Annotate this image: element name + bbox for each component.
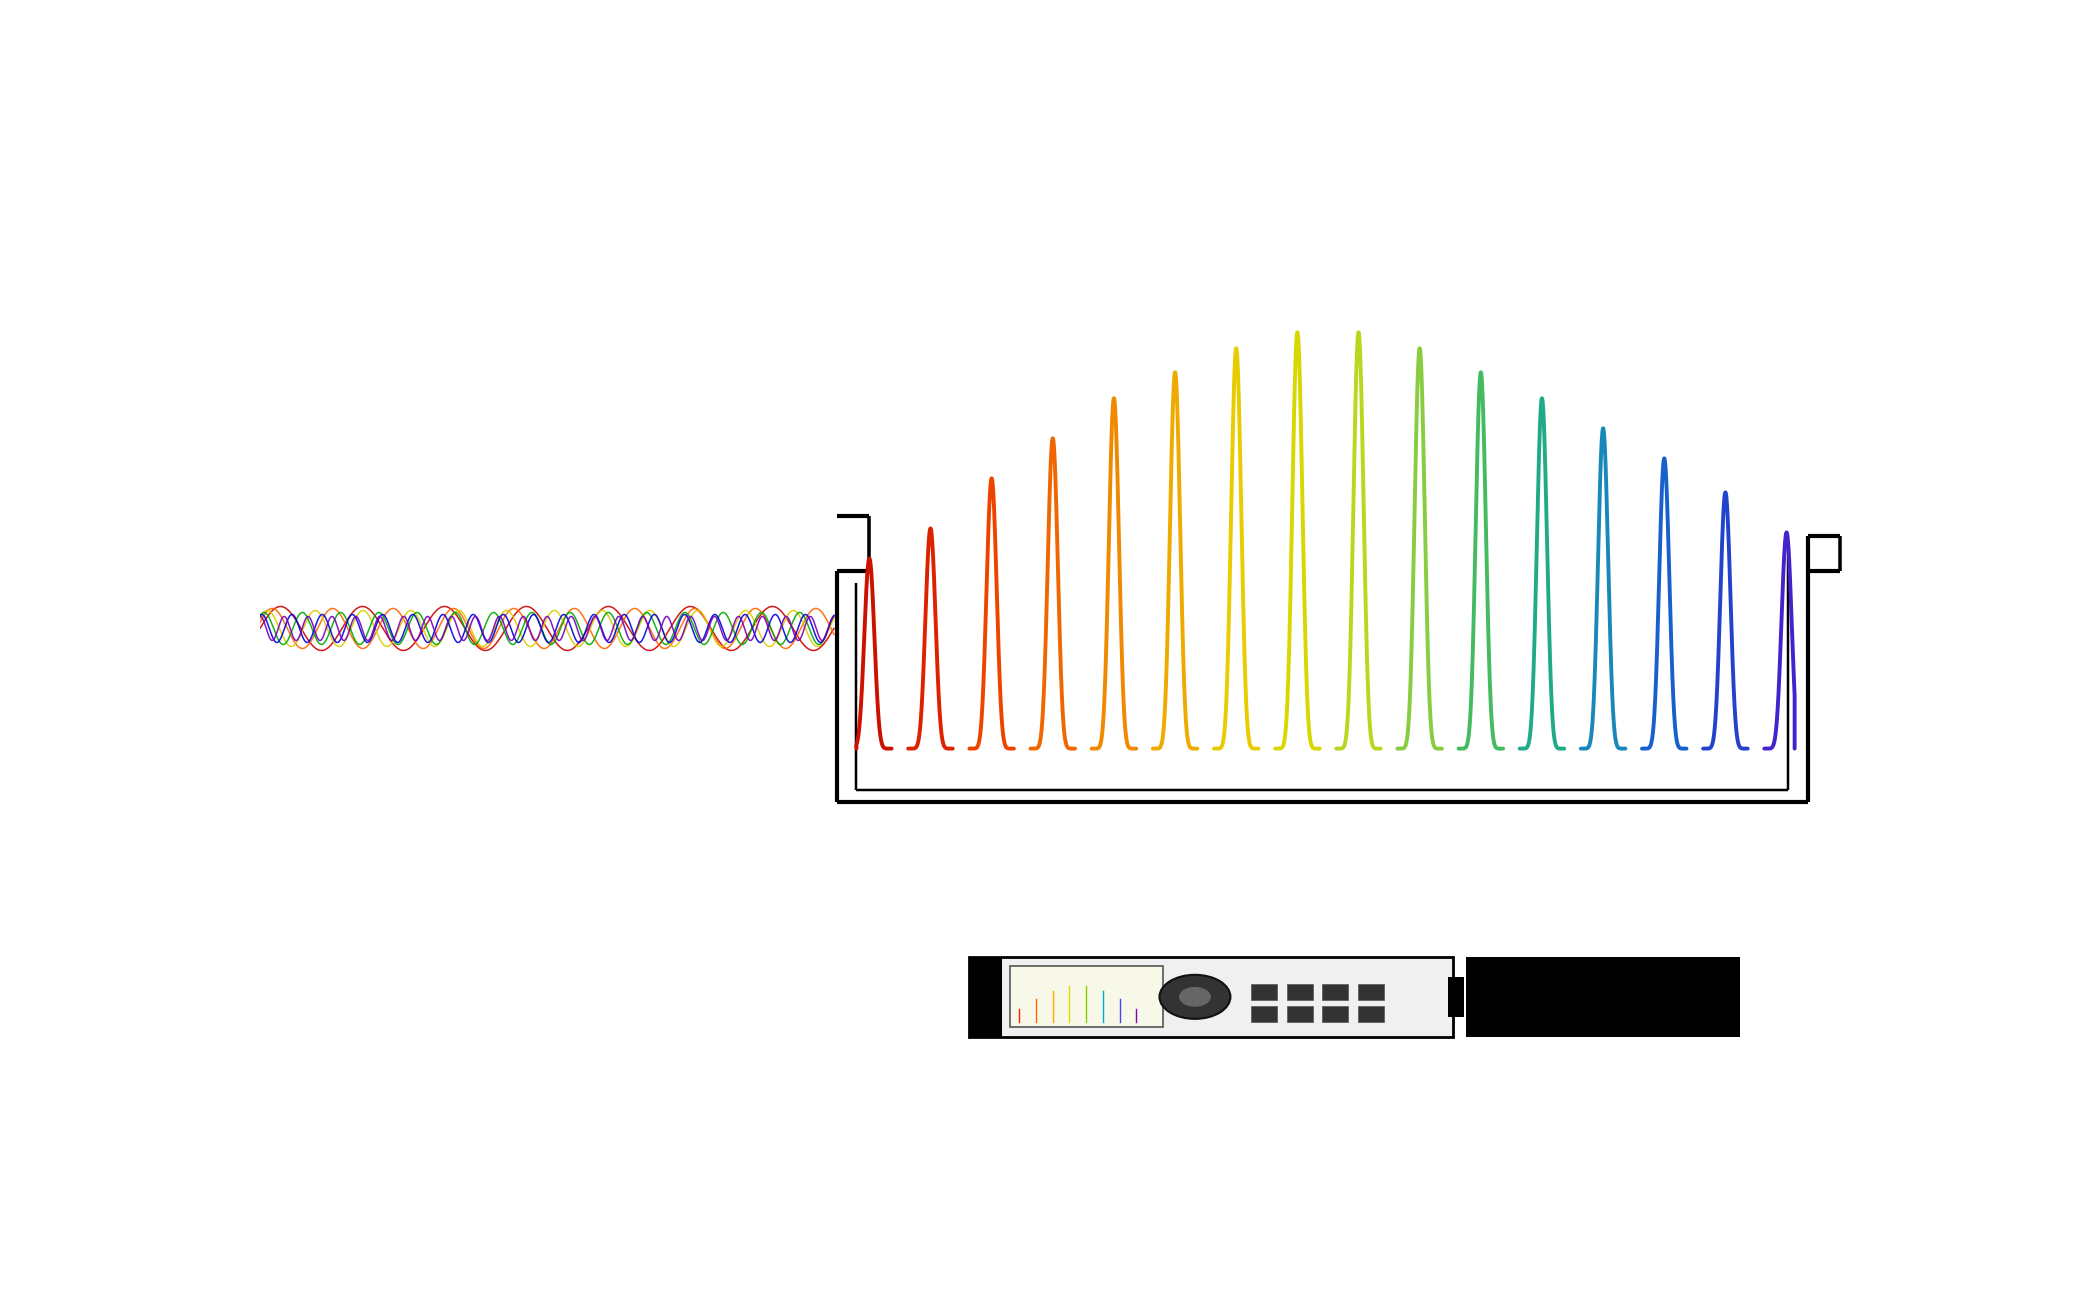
Bar bbox=[1358, 984, 1383, 1001]
Bar bbox=[1466, 957, 1739, 1037]
Bar bbox=[969, 957, 1452, 1037]
Bar bbox=[969, 957, 1003, 1037]
Bar bbox=[1358, 1006, 1383, 1023]
Bar bbox=[1323, 1006, 1348, 1023]
Circle shape bbox=[1179, 987, 1211, 1006]
Bar bbox=[1009, 966, 1163, 1027]
Bar bbox=[1252, 984, 1277, 1001]
Bar bbox=[1288, 984, 1312, 1001]
Bar bbox=[1323, 984, 1348, 1001]
Bar bbox=[1448, 976, 1464, 1017]
Circle shape bbox=[1159, 975, 1231, 1019]
Bar bbox=[1288, 1006, 1312, 1023]
Bar bbox=[1252, 1006, 1277, 1023]
